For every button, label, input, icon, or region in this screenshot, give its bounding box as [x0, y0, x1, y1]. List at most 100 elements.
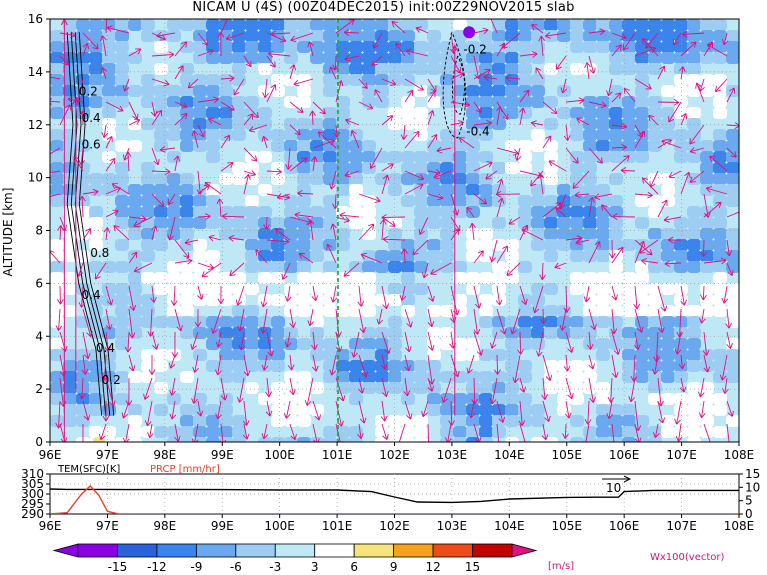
shade-cell [401, 305, 415, 317]
shade-cell [492, 217, 506, 229]
shade-cell [427, 41, 441, 53]
wind-vector [725, 239, 733, 257]
wind-vector [427, 90, 436, 103]
shade-cell [583, 140, 597, 152]
wind-vector [261, 354, 269, 371]
wind-vector [473, 331, 484, 356]
wind-vector [113, 225, 130, 241]
shade-cell [219, 360, 233, 372]
wind-vector [381, 163, 394, 172]
shade-cell [375, 338, 389, 350]
shade-cell [388, 349, 402, 361]
wind-vector [197, 124, 205, 138]
shade-cell [102, 437, 116, 442]
wind-vector [220, 101, 235, 111]
y-tick-label: 6 [35, 276, 43, 290]
shade-cell [713, 30, 727, 42]
shade-cell [492, 239, 506, 251]
wind-vector [506, 262, 521, 276]
wind-vector [473, 193, 488, 205]
shade-cell [661, 30, 675, 42]
shade-cell [687, 250, 701, 262]
shade-cell [271, 162, 285, 174]
wind-vector [105, 377, 116, 407]
shade-cell [466, 283, 480, 295]
shade-cell [414, 107, 428, 119]
shade-cell [206, 184, 220, 196]
wind-vector [563, 124, 571, 141]
contour-labels: 0.20.40.60.80.40.40.2-0.2-0.4 [79, 42, 490, 386]
wind-vector [404, 130, 420, 149]
shade-cell [531, 96, 545, 108]
shade-cell [284, 283, 298, 295]
wind-vector [101, 124, 109, 139]
shade-cell [583, 30, 597, 42]
sub-left-tick-label: 305 [21, 477, 44, 491]
shade-cell [479, 305, 493, 317]
wind-vector [634, 331, 641, 350]
wind-vector [668, 170, 682, 178]
wind-vector [508, 216, 521, 225]
x-tick-label: 104E [494, 448, 525, 462]
shade-cell [414, 261, 428, 273]
shade-cell [362, 283, 376, 295]
wind-vector [680, 113, 688, 126]
colorbar-cell [156, 543, 197, 558]
wind-vector [634, 239, 653, 256]
wind-vector [266, 238, 290, 245]
shade-cell [687, 85, 701, 97]
shade-cell [258, 52, 272, 64]
shade-cell [492, 74, 506, 86]
wind-vector [469, 222, 476, 241]
shade-cell [648, 19, 662, 31]
sub-annotation-arrow [602, 475, 632, 483]
shade-cell [167, 305, 181, 317]
shade-cell [401, 162, 415, 174]
shade-cell [635, 85, 649, 97]
shade-cell [414, 52, 428, 64]
wind-vector [641, 257, 659, 265]
shade-cell [115, 19, 129, 31]
wind-vector [79, 110, 87, 126]
wind-vector [473, 161, 493, 172]
shade-cell [310, 404, 324, 416]
x-tick-label: 107E [666, 448, 697, 462]
shade-cell [323, 228, 337, 240]
wind-vector [473, 27, 489, 35]
shade-cell [505, 140, 519, 152]
shade-cell [544, 316, 558, 328]
shade-cell [193, 140, 207, 152]
shade-cell [427, 151, 441, 163]
shade-cell [245, 338, 259, 350]
shade-cell [700, 305, 714, 317]
shade-cell [596, 393, 610, 405]
wind-vector [641, 37, 659, 57]
wind-vector [122, 423, 130, 442]
wind-vector [404, 183, 424, 195]
shade-cell [518, 96, 532, 108]
shade-cell [609, 305, 623, 317]
wind-vector [242, 423, 250, 440]
shade-cell [674, 151, 688, 163]
shade-cell [492, 404, 506, 416]
shade-cell [310, 294, 324, 306]
wind-vector [483, 74, 498, 81]
shade-cell [128, 184, 142, 196]
wind-vector [151, 51, 175, 59]
shade-cell [375, 30, 389, 42]
shade-cell [349, 437, 363, 442]
wind-vector [151, 78, 170, 87]
shade-cell [440, 371, 454, 383]
wind-vector [335, 19, 355, 34]
shade-cell [609, 283, 623, 295]
shade-cell [323, 19, 337, 31]
shade-cell [245, 162, 259, 174]
wind-vector [611, 92, 622, 103]
shade-cell [609, 151, 623, 163]
shade-cell [453, 338, 467, 350]
shade-cell [89, 360, 103, 372]
wind-vector [399, 285, 407, 301]
shade-cell [50, 316, 64, 328]
shade-cell [206, 107, 220, 119]
shade-cell [635, 118, 649, 130]
